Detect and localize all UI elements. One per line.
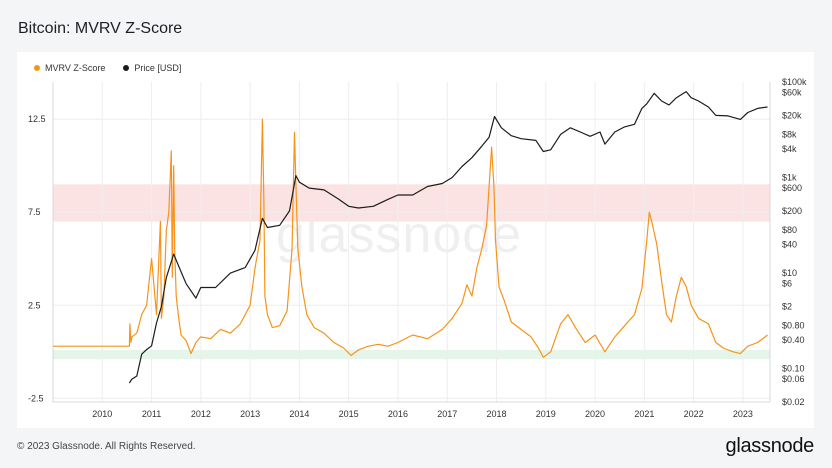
x-tick-label-7: 2017	[437, 409, 457, 419]
y-right-tick-label-17: $0.02	[782, 397, 805, 407]
legend-item-zscore[interactable]: MVRV Z-Score	[34, 63, 105, 73]
y-right-tick-label-8: $80	[782, 225, 797, 235]
y-right-tick-label-11: $6	[782, 279, 792, 289]
x-tick-label-11: 2021	[634, 409, 654, 419]
y-right-tick-label-3: $8k	[782, 129, 797, 139]
x-tick-label-2: 2012	[191, 409, 211, 419]
legend-label-zscore: MVRV Z-Score	[45, 63, 106, 73]
y-left-tick-label-2: 7.5	[28, 207, 41, 217]
zscore-legend-dot-icon	[34, 65, 40, 71]
y-left-tick-label-1: 2.5	[28, 300, 41, 310]
y-right-tick-label-16: $0.06	[782, 374, 805, 384]
legend-item-price[interactable]: Price [USD]	[123, 63, 181, 73]
y-left-tick-label-3: 12.5	[28, 114, 46, 124]
y-right-tick-label-6: $600	[782, 183, 802, 193]
brand-logo: glassnode	[725, 435, 815, 457]
price-legend-dot-icon	[123, 65, 130, 71]
legend-label-price: Price [USD]	[134, 63, 182, 73]
zone-band-1	[53, 349, 770, 360]
y-right-tick-label-7: $200	[782, 206, 802, 216]
x-tick-label-1: 2011	[142, 409, 161, 419]
y-right-tick-label-10: $10	[782, 268, 797, 278]
x-tick-label-6: 2016	[388, 409, 408, 419]
y-right-tick-label-0: $100k	[782, 77, 807, 87]
chart-panel	[17, 52, 814, 428]
zscore-series-line	[53, 118, 768, 358]
zone-band-0	[53, 184, 770, 222]
x-tick-label-8: 2018	[486, 409, 506, 419]
chart-legend: MVRV Z-Score Price [USD]	[34, 63, 181, 73]
x-tick-label-13: 2023	[733, 409, 753, 419]
y-left-tick-label-0: -2.5	[28, 393, 44, 403]
x-tick-label-0: 2010	[92, 409, 112, 419]
x-tick-label-12: 2022	[684, 409, 704, 419]
price-series-line	[128, 91, 768, 384]
x-tick-label-3: 2013	[240, 409, 260, 419]
x-tick-label-10: 2020	[585, 409, 605, 419]
x-tick-label-4: 2014	[289, 409, 309, 419]
y-right-tick-label-4: $4k	[782, 144, 797, 154]
y-right-tick-label-12: $2	[782, 301, 792, 311]
y-right-tick-label-13: $0.80	[782, 320, 805, 330]
y-right-tick-label-15: $0.10	[782, 364, 805, 374]
y-right-tick-label-9: $40	[782, 239, 797, 249]
y-right-tick-label-14: $0.40	[782, 335, 805, 345]
y-right-tick-label-5: $1k	[782, 173, 797, 183]
page-title: Bitcoin: MVRV Z-Score	[18, 20, 183, 37]
copyright-text: © 2023 Glassnode. All Rights Reserved.	[17, 441, 196, 452]
x-tick-label-9: 2019	[536, 409, 556, 419]
y-right-tick-label-2: $20k	[782, 110, 802, 120]
x-tick-label-5: 2015	[339, 409, 359, 419]
y-right-tick-label-1: $60k	[782, 88, 802, 98]
